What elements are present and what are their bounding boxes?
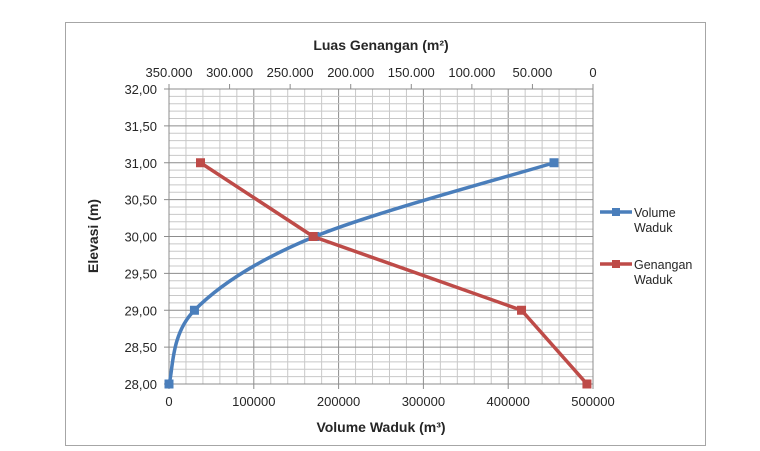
x2-axis-title: Luas Genangan (m²): [313, 37, 448, 53]
y-tick-label: 32,00: [124, 82, 157, 97]
x2-tick-label: 300.000: [206, 65, 253, 80]
x2-tick-label: 0: [589, 65, 596, 80]
data-point: [195, 158, 205, 168]
legend-marker: [612, 208, 620, 216]
y-tick-label: 29,00: [124, 303, 157, 318]
chart-frame: [65, 22, 706, 446]
y-tick-label: 31,00: [124, 156, 157, 171]
axes: 28,00 28,50 29,00 29,50 30,00 30,50 31,00 31,50…: [124, 65, 614, 409]
x-tick-label: 0: [165, 394, 172, 409]
y-tick-label: 28,50: [124, 340, 157, 355]
data-point: [164, 379, 174, 389]
y-tick-label: 30,00: [124, 230, 157, 245]
y-tick-label: 31,50: [124, 119, 157, 134]
legend-marker: [612, 260, 620, 268]
x2-tick-label: 50.000: [513, 65, 553, 80]
x2-tick-label: 350.000: [146, 65, 193, 80]
x2-tick-label: 100.000: [448, 65, 495, 80]
x-axis-title: Volume Waduk (m³): [316, 419, 445, 435]
y-axis-title: Elevasi (m): [85, 199, 101, 273]
legend-label: Volume: [634, 206, 676, 220]
series-line-genangan: [199, 161, 589, 386]
series-line-volume: [167, 161, 555, 385]
x-tick-label: 100000: [232, 394, 275, 409]
x2-tick-label: 150.000: [388, 65, 435, 80]
y-tick-label: 29,50: [124, 266, 157, 281]
data-point: [582, 379, 592, 389]
y-tick-label: 30,50: [124, 193, 157, 208]
legend-label: Waduk: [634, 273, 673, 287]
x2-tick-label: 200.000: [327, 65, 374, 80]
x2-tick-label: 250.000: [267, 65, 314, 80]
legend-label: Waduk: [634, 221, 673, 235]
series: [164, 158, 592, 389]
legend-label: Genangan: [634, 258, 692, 272]
x-tick-label: 300000: [402, 394, 445, 409]
data-point: [308, 232, 318, 241]
y-tick-label: 28,00: [124, 377, 157, 392]
data-point: [549, 158, 559, 168]
grid: [168, 88, 594, 385]
x-tick-label: 400000: [487, 394, 530, 409]
x-tick-label: 500000: [571, 394, 614, 409]
x-tick-label: 200000: [317, 394, 360, 409]
data-point: [189, 305, 199, 315]
data-point: [517, 305, 527, 315]
